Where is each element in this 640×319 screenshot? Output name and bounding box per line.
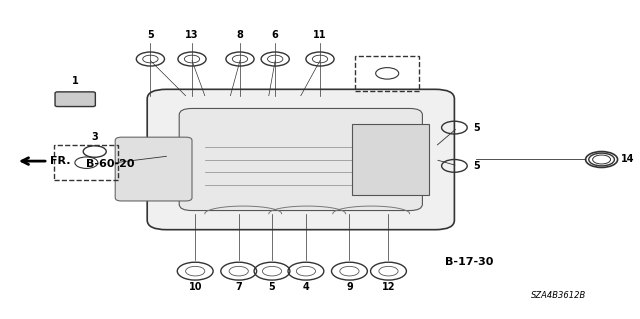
Text: 11: 11 — [313, 30, 327, 40]
Text: 6: 6 — [272, 30, 278, 40]
FancyBboxPatch shape — [55, 92, 95, 107]
Text: 5: 5 — [474, 122, 481, 133]
Text: 13: 13 — [185, 30, 199, 40]
FancyBboxPatch shape — [115, 137, 192, 201]
FancyBboxPatch shape — [147, 89, 454, 230]
Text: FR.: FR. — [50, 156, 70, 166]
Text: 4: 4 — [303, 282, 309, 292]
Text: 10: 10 — [188, 282, 202, 292]
Text: 8: 8 — [237, 30, 243, 40]
Text: 3: 3 — [92, 132, 98, 142]
FancyBboxPatch shape — [179, 108, 422, 211]
Text: SZA4B3612B: SZA4B3612B — [531, 291, 586, 300]
Text: 5: 5 — [474, 161, 481, 171]
Text: 7: 7 — [236, 282, 242, 292]
Text: 5: 5 — [147, 30, 154, 40]
Text: 5: 5 — [269, 282, 275, 292]
Text: 9: 9 — [346, 282, 353, 292]
Text: 12: 12 — [381, 282, 396, 292]
FancyBboxPatch shape — [352, 124, 429, 195]
Text: 14: 14 — [621, 154, 634, 165]
Text: B-17-30: B-17-30 — [445, 256, 493, 267]
Text: 1: 1 — [72, 76, 79, 86]
Text: B-60-20: B-60-20 — [86, 159, 135, 169]
